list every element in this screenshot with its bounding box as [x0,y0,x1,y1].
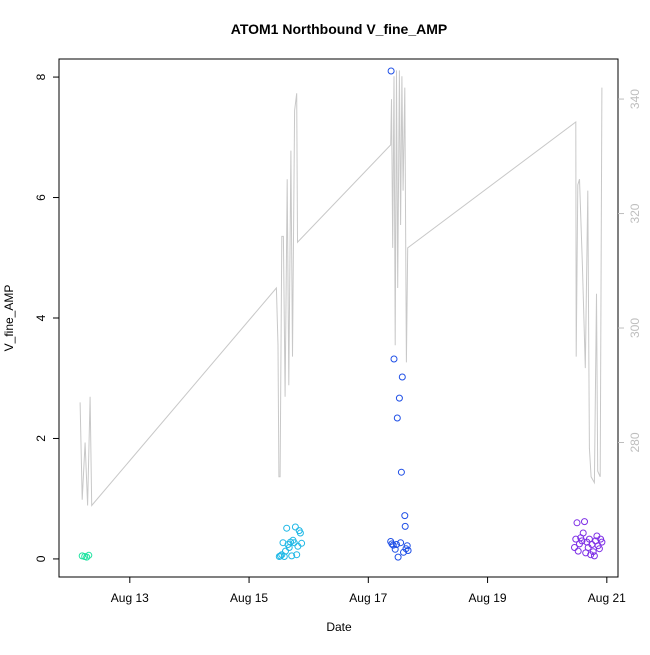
data-point [293,551,301,559]
data-point [290,539,298,547]
data-point [288,552,296,560]
data-point [282,547,289,555]
y2-tick-label: 280 [628,432,642,452]
data-point [393,541,400,548]
data-point [589,548,597,556]
data-point [387,67,395,75]
data-point [403,542,411,550]
y2-tick-label: 340 [628,89,642,109]
x-tick-label: Aug 21 [588,591,626,605]
x-axis-label: Date [326,620,352,634]
data-point [572,535,580,543]
x-tick-label: Aug 19 [469,591,507,605]
y-tick-label: 4 [34,314,48,321]
data-point [393,414,401,422]
data-point [401,512,409,520]
data-point [277,552,284,560]
data-point [598,538,606,546]
secondary-line-layer [79,70,603,507]
x-tick-label: Aug 13 [111,591,149,605]
x-tick-label: Aug 17 [349,591,387,605]
data-point [574,547,582,555]
chart-title: ATOM1 Northbound V_fine_AMP [231,21,447,37]
data-point [390,355,398,363]
data-point [388,540,396,548]
data-point [397,539,405,547]
data-point [404,547,412,554]
data-point [85,551,93,559]
y-axis-label: V_fine_AMP [2,285,16,352]
data-point [590,552,598,560]
data-point [283,524,291,532]
y-tick-label: 8 [34,73,48,80]
data-point [296,529,304,537]
data-point [389,541,397,549]
data-point [397,468,405,476]
data-point [573,519,581,527]
secondary-series-line [79,70,603,507]
y2-tick-label: 300 [628,318,642,338]
points-layer [78,67,606,561]
data-point [581,518,588,526]
y-tick-label: 2 [34,435,48,442]
data-point [291,523,299,531]
data-point [395,394,403,402]
data-point [401,522,409,530]
data-point [595,545,603,553]
x-axis: Aug 13 Aug 15 Aug 17 Aug 19 Aug 21 [111,577,626,605]
data-point [571,544,578,551]
y2-tick-label: 320 [628,203,642,223]
data-point [394,553,402,561]
data-point [579,529,587,537]
data-point [578,537,586,545]
data-point [391,545,399,553]
y-axis: 0 2 4 6 8 [34,73,59,562]
y-tick-label: 0 [34,555,48,562]
data-point [398,373,406,381]
y-tick-label: 6 [34,194,48,201]
plot-frame [58,58,619,578]
x-tick-label: Aug 15 [230,591,268,605]
data-point [83,553,91,561]
y2-axis: 280 300 320 340 [618,89,642,453]
data-point [298,539,306,547]
